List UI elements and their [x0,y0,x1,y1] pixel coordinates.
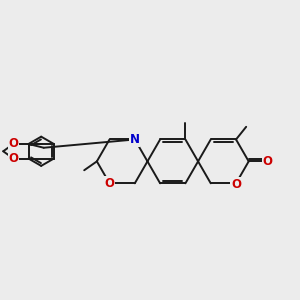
Text: O: O [104,177,115,190]
Text: O: O [8,137,18,151]
Text: O: O [262,155,272,168]
Text: N: N [130,133,140,146]
Text: O: O [8,152,18,165]
Text: O: O [231,178,241,191]
